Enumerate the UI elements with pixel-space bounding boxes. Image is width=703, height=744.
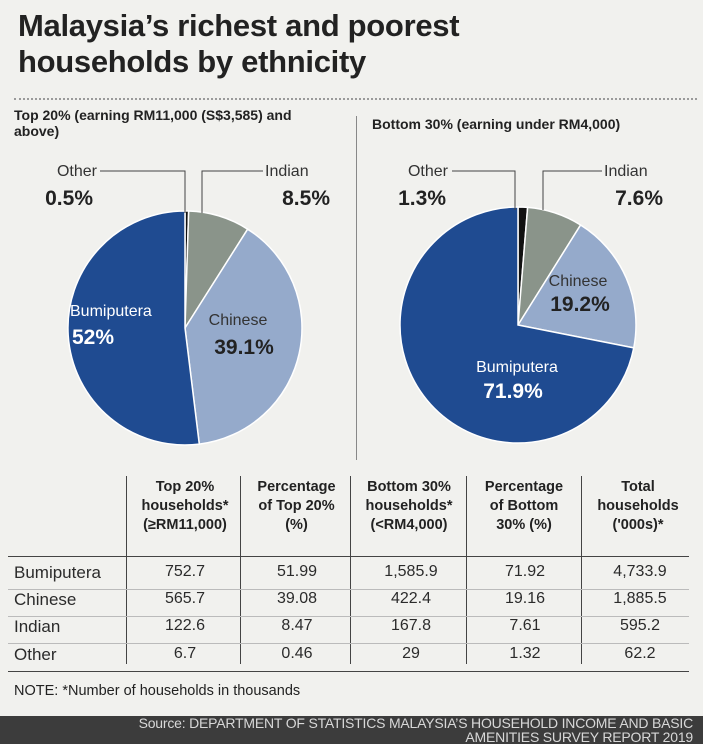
row-divider [8, 589, 689, 590]
table-cell: 7.61 [509, 617, 541, 634]
slice-value-indian: 8.5% [282, 187, 330, 210]
slice-name-other: Other [57, 163, 98, 180]
table-bottom-rule [8, 671, 689, 672]
table-cell: 6.7 [173, 645, 197, 662]
row-divider [8, 616, 689, 617]
top20-subtitle: Top 20% (earning RM11,000 (S$3,585) and … [14, 107, 292, 139]
pie-slice-chinese [516, 223, 637, 349]
pie-slice-bumiputera [399, 206, 635, 444]
table-cell: 71.92 [504, 563, 546, 580]
table-note: NOTE: *Number of households in thousands [14, 683, 301, 699]
table-cell: 422.4 [390, 590, 432, 607]
leader-line-other [100, 170, 186, 213]
source-bar: Source: DEPARTMENT OF STATISTICS MALAYSI… [0, 716, 703, 744]
row-label: Other [14, 645, 57, 664]
dotted-divider [14, 98, 697, 100]
table-cell: 122.6 [164, 617, 206, 634]
slice-value-other: 0.5% [45, 187, 93, 210]
row-divider [8, 643, 689, 644]
th-top20-households: Top 20% households* (≥RM11,000) [141, 479, 229, 533]
slice-name-chinese: Chinese [209, 312, 268, 329]
bottom30-subtitle: Bottom 30% (earning under RM4,000) [372, 116, 621, 132]
table-cell: 4,733.9 [613, 563, 667, 580]
source-text: Source: DEPARTMENT OF STATISTICS MALAYSI… [138, 716, 694, 744]
row-label: Indian [14, 617, 61, 636]
pie-slice-chinese [184, 228, 303, 445]
table-header-rule [8, 556, 689, 557]
slice-value-chinese: 19.2% [550, 293, 610, 316]
table-cell: 1,585.9 [384, 563, 438, 580]
leader-line-indian [542, 170, 602, 210]
table-cell: 565.7 [164, 590, 206, 607]
slice-name-indian: Indian [604, 163, 648, 180]
table-cell: 1,885.5 [613, 590, 667, 607]
slice-name-chinese: Chinese [549, 273, 608, 290]
th-pct-top20: Percentage of Top 20% (%) [257, 479, 336, 533]
th-bottom30-households: Bottom 30% households* (<RM4,000) [365, 479, 453, 533]
table-cell: 167.8 [390, 617, 432, 634]
col-sep [581, 476, 582, 664]
col-sep [466, 476, 467, 664]
top20-pie [67, 210, 303, 446]
table-cell: 51.99 [276, 563, 318, 580]
table-cell: 39.08 [276, 590, 318, 607]
col-sep [350, 476, 351, 664]
table-row: Indian 122.6 8.47 167.8 7.61 595.2 [0, 617, 703, 644]
row-label: Chinese [14, 590, 77, 609]
table-row: Other 6.7 0.46 29 1.32 62.2 [0, 645, 703, 672]
top20-labels: Other 0.5% Indian 8.5% Chinese 39.1% Bumiputer… [45, 163, 330, 359]
panel-divider [356, 116, 357, 460]
table-cell: 595.2 [619, 617, 661, 634]
slice-value-bumiputera: 52% [72, 326, 114, 349]
slice-value-bumiputera: 71.9% [483, 380, 543, 403]
slice-name-bumiputera: Bumiputera [70, 303, 152, 320]
leader-line-indian [201, 170, 263, 213]
slice-name-indian: Indian [265, 163, 309, 180]
slice-name-bumiputera: Bumiputera [476, 359, 558, 376]
pie-slice-bumiputera [67, 210, 201, 446]
table-cell: 8.47 [281, 617, 313, 634]
table-row: Bumiputera 752.7 51.99 1,585.9 71.92 4,733.9 [0, 563, 703, 590]
table-row: Chinese 565.7 39.08 422.4 19.16 1,885.5 [0, 590, 703, 617]
slice-value-chinese: 39.1% [214, 336, 274, 359]
col-sep [240, 476, 241, 664]
slice-value-indian: 7.6% [615, 187, 663, 210]
col-sep [126, 476, 127, 664]
table-cell: 752.7 [164, 563, 206, 580]
th-pct-bottom30: Percentage of Bottom 30% (%) [484, 479, 564, 533]
leader-line-other [452, 170, 516, 210]
bottom30-labels: Other 1.3% Indian 7.6% Chinese 19.2% Bumiputer… [398, 163, 663, 403]
bottom30-pie [399, 206, 637, 444]
pie-charts: Other 0.5% Indian 8.5% Chinese 39.1% Bumiputer… [45, 163, 663, 446]
table-cell: 1.32 [509, 645, 541, 662]
slice-name-other: Other [408, 163, 449, 180]
table-cell: 29 [402, 645, 420, 662]
row-label: Bumiputera [14, 563, 101, 582]
table-cell: 19.16 [504, 590, 546, 607]
slice-value-other: 1.3% [398, 187, 446, 210]
chart-title: Malaysia’s richest and poorest household… [18, 8, 460, 79]
table-cell: 62.2 [624, 645, 656, 662]
table-cell: 0.46 [281, 645, 313, 662]
th-total-households: Total households ('000s)* [597, 479, 679, 533]
